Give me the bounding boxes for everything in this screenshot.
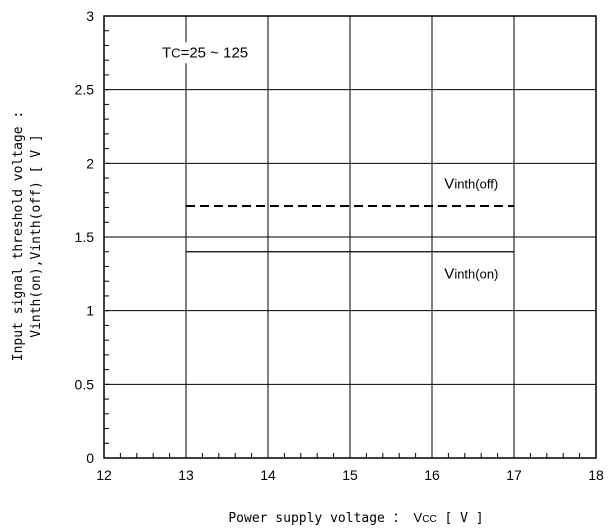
x-axis-label-subscript: CC: [422, 514, 436, 525]
series-label-sub: inth(on): [454, 266, 498, 281]
condition-subscript: C: [171, 45, 180, 60]
y-tick-label: 3: [86, 8, 94, 24]
x-tick-label: 13: [178, 467, 194, 483]
y-tick-label: 2: [86, 155, 94, 171]
y-axis-label-line2: Vinth(on),Vinth(off) [ V ]: [29, 134, 44, 338]
x-tick-label: 14: [260, 467, 276, 483]
plot-frame: [103, 15, 597, 459]
y-tick-label: 0: [86, 450, 94, 466]
x-tick-label: 18: [588, 467, 604, 483]
x-tick-labels: 12 13 14 15 16 17 18: [96, 467, 604, 483]
series-label-main: V: [444, 265, 454, 282]
x-axis-label: Power supply voltage ： VCC [ V ]: [228, 510, 483, 526]
series-label-main: V: [444, 175, 454, 192]
condition-symbol: T: [162, 44, 171, 61]
grid: [103, 15, 597, 459]
condition-annotation: TC=25 ~ 125: [162, 44, 248, 61]
condition-annotation-group: TC=25 ~ 125: [158, 42, 253, 64]
x-axis-label-symbol: V: [414, 510, 423, 525]
x-tick-label: 12: [96, 467, 112, 483]
series-label-vinth-off: Vinth(off): [444, 175, 498, 192]
x-tick-label: 15: [342, 467, 358, 483]
condition-annotation-background: [158, 42, 253, 64]
x-tick-label: 17: [506, 467, 522, 483]
series-lines: [186, 205, 514, 253]
series-label-sub: inth(off): [454, 176, 498, 191]
condition-range: =25 ~ 125: [181, 44, 249, 61]
y-axis-label-line1: Input signal threshold voltage :: [11, 111, 26, 361]
y-tick-label: 0.5: [75, 376, 95, 392]
y-tick-label: 1: [86, 303, 94, 319]
series-label-vinth-on: Vinth(on): [444, 265, 498, 282]
y-tick-label: 1.5: [75, 229, 95, 245]
y-tick-label: 2.5: [75, 82, 95, 98]
y-axis-label-group: Input signal threshold voltage : Vinth(o…: [11, 111, 44, 361]
x-tick-label: 16: [424, 467, 440, 483]
x-axis-label-unit: [ V ]: [445, 511, 484, 526]
y-tick-labels: 0 0.5 1 1.5 2 2.5 3: [75, 8, 95, 466]
x-axis-label-prefix: Power supply voltage ：: [228, 511, 405, 526]
